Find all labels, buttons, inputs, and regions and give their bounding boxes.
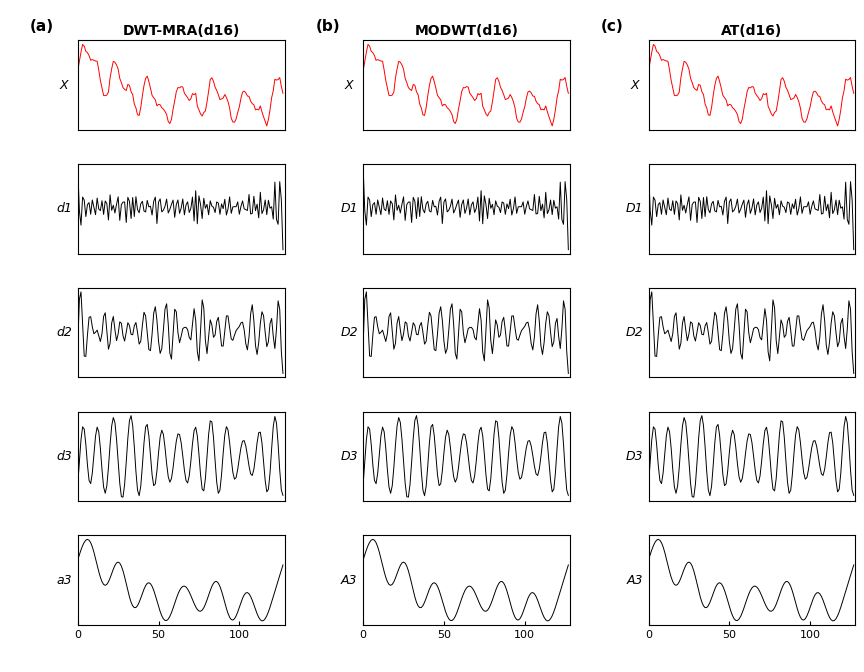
Y-axis label: X: X [345, 79, 353, 91]
Y-axis label: A3: A3 [341, 574, 358, 587]
Text: (a): (a) [30, 19, 54, 34]
Y-axis label: D2: D2 [340, 326, 358, 339]
Text: (c): (c) [601, 19, 624, 34]
Y-axis label: X: X [631, 79, 639, 91]
Title: AT(d16): AT(d16) [721, 24, 783, 38]
Y-axis label: X: X [60, 79, 68, 91]
Title: MODWT(d16): MODWT(d16) [415, 24, 518, 38]
Y-axis label: D1: D1 [340, 202, 358, 216]
Y-axis label: D2: D2 [626, 326, 644, 339]
Y-axis label: D1: D1 [626, 202, 644, 216]
Title: DWT-MRA(d16): DWT-MRA(d16) [123, 24, 240, 38]
Y-axis label: D3: D3 [626, 450, 644, 463]
Y-axis label: D3: D3 [340, 450, 358, 463]
Y-axis label: d2: d2 [56, 326, 72, 339]
Y-axis label: a3: a3 [56, 574, 72, 587]
Y-axis label: d3: d3 [56, 450, 72, 463]
Text: (b): (b) [315, 19, 340, 34]
Y-axis label: A3: A3 [626, 574, 643, 587]
Y-axis label: d1: d1 [56, 202, 72, 216]
